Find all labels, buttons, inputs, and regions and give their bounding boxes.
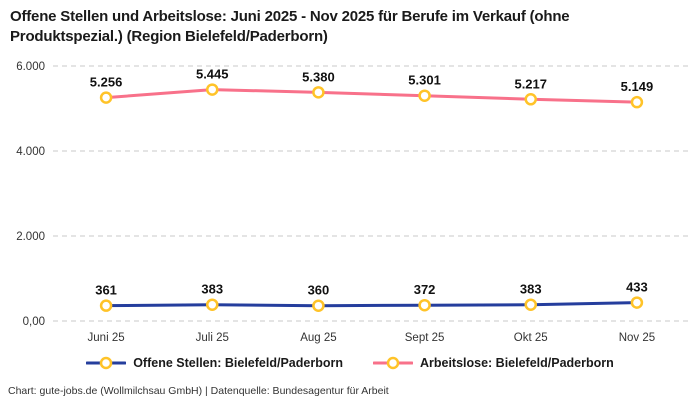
attribution-text: Chart: gute-jobs.de (Wollmilchsau GmbH) … xyxy=(8,385,389,397)
data-point-label: 5.217 xyxy=(514,76,547,91)
legend-swatch-arbeitslose-icon xyxy=(372,356,413,370)
data-point-label: 383 xyxy=(201,282,223,297)
data-point-marker xyxy=(630,296,644,309)
series-line-0 xyxy=(104,301,639,308)
y-tick-label: 2.000 xyxy=(16,231,45,243)
data-point-marker xyxy=(524,298,537,311)
data-point-label: 5.256 xyxy=(90,75,123,90)
data-point-marker xyxy=(418,89,431,102)
legend: Offene Stellen: Bielefeld/Paderborn Arbe… xyxy=(0,356,700,370)
y-tick-label: 4.000 xyxy=(16,146,45,158)
data-point-label: 5.445 xyxy=(196,67,229,82)
chart-title: Offene Stellen und Arbeitslose: Juni 202… xyxy=(10,8,570,46)
x-tick-label: Sept 25 xyxy=(405,332,445,344)
y-tick-label: 0,00 xyxy=(23,316,45,328)
legend-swatch-offene-stellen-icon xyxy=(86,356,127,370)
x-tick-label: Nov 25 xyxy=(619,332,655,344)
data-point-marker xyxy=(206,298,219,311)
legend-label-arbeitslose: Arbeitslose: Bielefeld/Paderborn xyxy=(419,356,614,370)
line-chart: 0,00 2.000 4.000 6.000 Juni 25 Juli 25 Aug 25 S… xyxy=(16,61,690,344)
x-tick-label: Juni 25 xyxy=(88,332,125,344)
data-point-marker xyxy=(312,86,325,99)
data-point-marker xyxy=(206,83,219,96)
data-point-label: 5.149 xyxy=(621,79,654,94)
legend-label-offene-stellen: Offene Stellen: Bielefeld/Paderborn xyxy=(133,356,343,370)
legend-item-offene-stellen: Offene Stellen: Bielefeld/Paderborn xyxy=(86,356,343,370)
data-point-label: 433 xyxy=(626,280,648,295)
x-tick-label: Aug 25 xyxy=(300,332,336,344)
data-point-label: 5.301 xyxy=(408,73,441,88)
x-tick-label: Juli 25 xyxy=(196,332,229,344)
data-point-marker xyxy=(418,298,431,312)
data-point-label: 5.380 xyxy=(302,69,335,84)
data-point-marker xyxy=(524,93,537,106)
data-point-label: 360 xyxy=(308,283,330,298)
data-point-marker xyxy=(99,91,113,104)
data-point-marker xyxy=(99,299,113,312)
y-tick-label: 6.000 xyxy=(16,61,45,73)
data-point-label: 372 xyxy=(414,282,436,297)
data-point-label: 383 xyxy=(520,282,542,297)
x-tick-label: Okt 25 xyxy=(514,332,548,344)
legend-item-arbeitslose: Arbeitslose: Bielefeld/Paderborn xyxy=(372,356,614,370)
data-point-marker xyxy=(630,95,644,109)
data-point-marker xyxy=(312,299,325,312)
series-line-1 xyxy=(104,88,639,104)
data-point-label: 361 xyxy=(95,283,117,298)
